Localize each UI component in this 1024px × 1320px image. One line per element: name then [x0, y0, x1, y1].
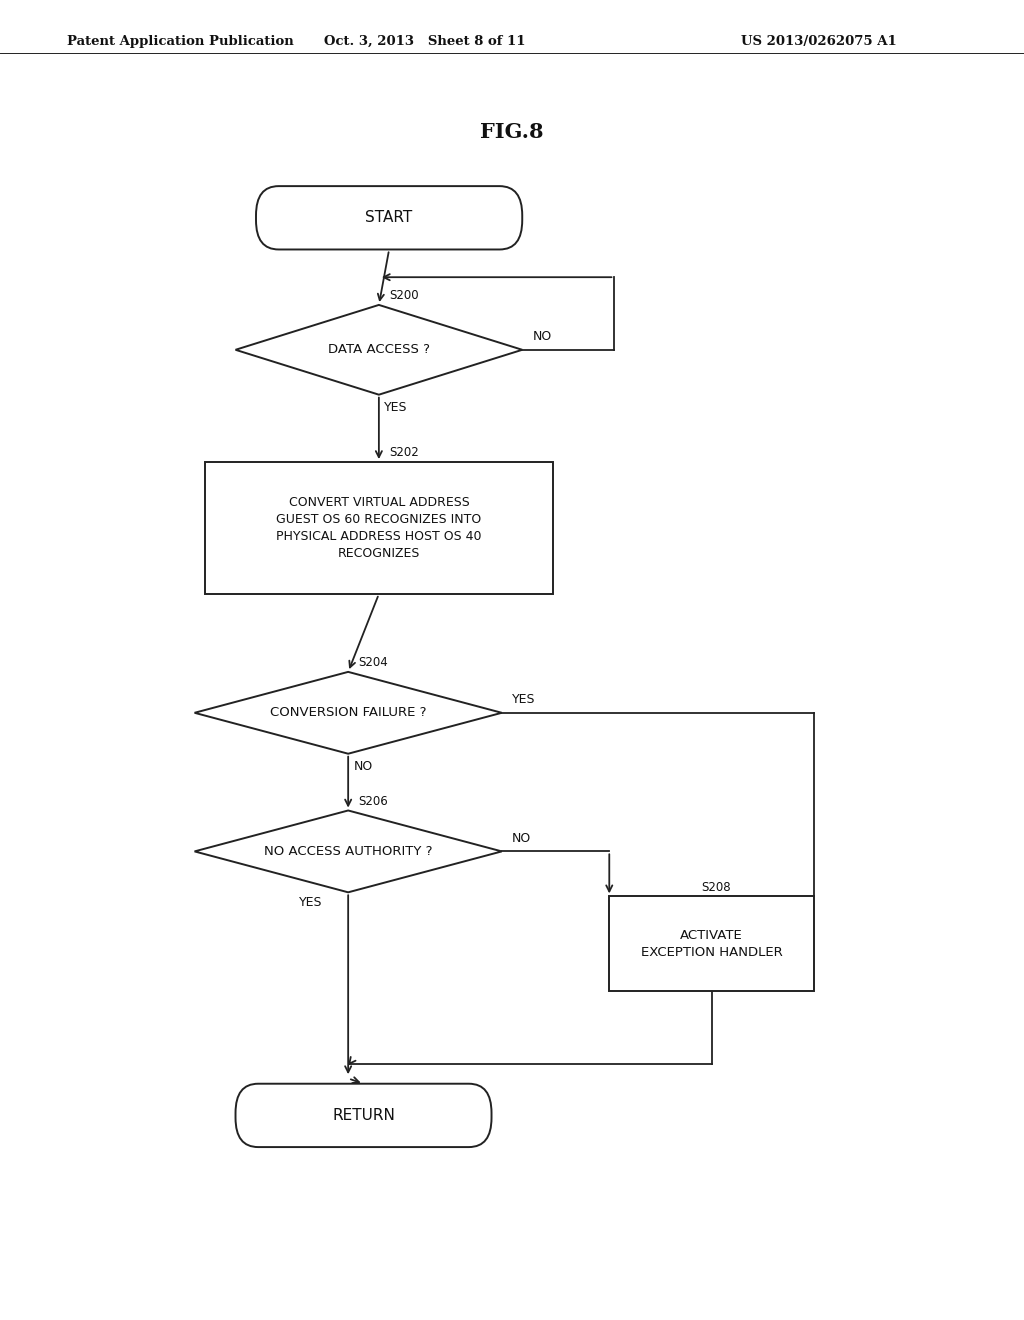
- Text: NO ACCESS AUTHORITY ?: NO ACCESS AUTHORITY ?: [264, 845, 432, 858]
- Text: RETURN: RETURN: [332, 1107, 395, 1123]
- Text: NO: NO: [353, 760, 373, 774]
- Polygon shape: [195, 672, 502, 754]
- Text: YES: YES: [384, 401, 408, 414]
- Text: S204: S204: [358, 656, 388, 669]
- Text: Oct. 3, 2013   Sheet 8 of 11: Oct. 3, 2013 Sheet 8 of 11: [325, 36, 525, 48]
- Text: CONVERSION FAILURE ?: CONVERSION FAILURE ?: [270, 706, 426, 719]
- Text: START: START: [366, 210, 413, 226]
- Bar: [609, 896, 814, 991]
- Text: Patent Application Publication: Patent Application Publication: [67, 36, 293, 48]
- Text: DATA ACCESS ?: DATA ACCESS ?: [328, 343, 430, 356]
- Text: CONVERT VIRTUAL ADDRESS
GUEST OS 60 RECOGNIZES INTO
PHYSICAL ADDRESS HOST OS 40
: CONVERT VIRTUAL ADDRESS GUEST OS 60 RECO…: [276, 496, 481, 560]
- Text: S202: S202: [389, 446, 419, 459]
- FancyBboxPatch shape: [236, 1084, 492, 1147]
- Text: YES: YES: [299, 896, 323, 909]
- Polygon shape: [236, 305, 522, 395]
- Text: NO: NO: [532, 330, 552, 343]
- Bar: [205, 462, 553, 594]
- Text: ACTIVATE
EXCEPTION HANDLER: ACTIVATE EXCEPTION HANDLER: [641, 929, 782, 958]
- Text: S200: S200: [389, 289, 419, 302]
- Text: US 2013/0262075 A1: US 2013/0262075 A1: [741, 36, 897, 48]
- Text: NO: NO: [512, 832, 531, 845]
- Polygon shape: [195, 810, 502, 892]
- Text: FIG.8: FIG.8: [480, 121, 544, 143]
- Text: S206: S206: [358, 795, 388, 808]
- Text: YES: YES: [512, 693, 536, 706]
- Text: S208: S208: [701, 880, 731, 894]
- FancyBboxPatch shape: [256, 186, 522, 249]
